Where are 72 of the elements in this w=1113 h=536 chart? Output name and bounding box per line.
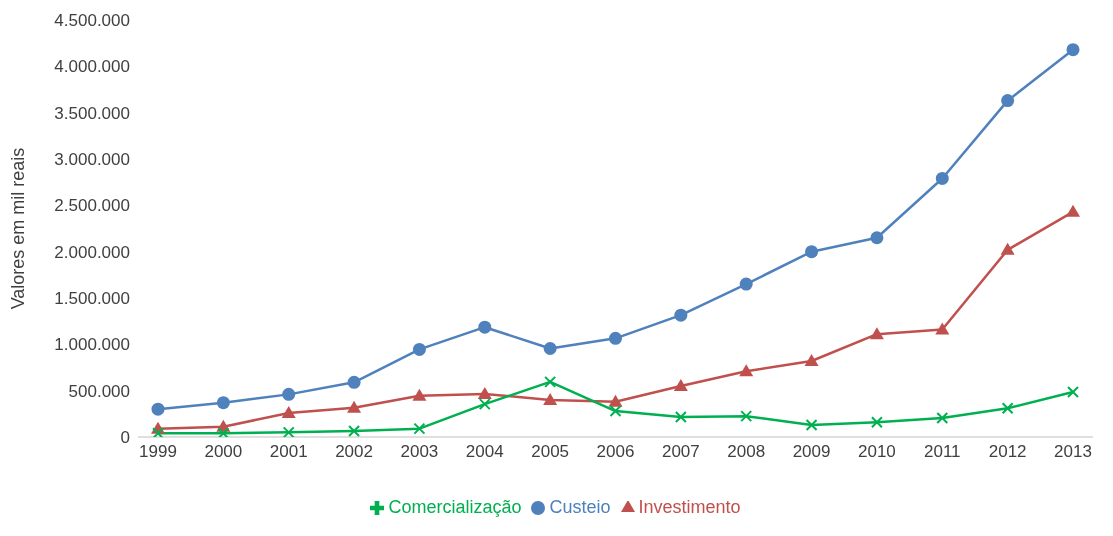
point	[936, 412, 949, 424]
x-tick-label: 2011	[924, 442, 961, 462]
point	[412, 388, 427, 401]
x-tick-label: 2003	[400, 442, 439, 462]
y-tick-label: 2.000.000	[54, 242, 130, 262]
x-tick-label: 2002	[335, 442, 373, 462]
x-tick-label: 2008	[727, 442, 766, 462]
point	[935, 322, 950, 335]
point	[543, 392, 558, 405]
point	[740, 410, 753, 423]
point	[543, 342, 557, 355]
point	[1000, 242, 1015, 255]
x-tick-label: 2000	[204, 442, 243, 462]
point	[347, 375, 361, 389]
y-tick-label: 3.500.000	[54, 103, 130, 123]
point	[870, 416, 883, 429]
point	[870, 231, 884, 245]
point	[348, 424, 361, 437]
point	[281, 405, 296, 418]
point	[1066, 204, 1080, 217]
x-tick-label: 2012	[988, 442, 1027, 462]
point	[805, 245, 819, 259]
y-tick-label: 500.000	[68, 381, 130, 401]
point	[805, 418, 818, 431]
point	[478, 398, 491, 411]
point	[282, 387, 296, 401]
point	[282, 426, 295, 437]
point	[152, 427, 164, 437]
x-tick-label: 2010	[858, 442, 896, 462]
point	[674, 308, 688, 322]
point	[151, 402, 165, 416]
x-tick-label: 2001	[269, 442, 308, 462]
point	[412, 342, 426, 356]
y-tick-label: 1.500.000	[54, 289, 130, 309]
x-tick-label: 2009	[792, 442, 831, 462]
point	[739, 277, 753, 291]
point	[413, 422, 426, 435]
point	[217, 427, 230, 437]
point	[869, 327, 884, 340]
point	[1066, 43, 1080, 57]
point	[1067, 386, 1079, 399]
point	[609, 405, 622, 418]
x-tick-label: 1999	[139, 442, 177, 462]
y-tick-label: 1.000.000	[54, 335, 130, 355]
y-axis-title: Valores em mil reais	[8, 147, 29, 310]
y-tick-label: 0	[120, 428, 130, 448]
legend-label: Comercialização	[388, 497, 522, 517]
point	[216, 396, 230, 410]
point	[347, 400, 362, 413]
point	[674, 411, 687, 424]
point	[1001, 402, 1014, 415]
legend-label: Investimento	[638, 497, 741, 517]
point	[544, 375, 557, 388]
y-tick-label: 2.500.000	[54, 196, 130, 216]
point	[478, 320, 492, 334]
x-tick-label: 2013	[1054, 442, 1092, 462]
y-tick-label: 4.500.000	[54, 11, 130, 31]
legend-label: Custeio	[549, 497, 611, 517]
point	[1001, 94, 1015, 108]
point	[608, 394, 623, 407]
point	[609, 331, 622, 345]
y-tick-label: 4.000.000	[54, 57, 130, 77]
y-tick-label: 3.000.000	[54, 150, 130, 170]
x-tick-label: 2004	[465, 442, 504, 462]
point	[673, 379, 688, 392]
point	[477, 386, 492, 399]
x-tick-label: 2005	[531, 442, 570, 462]
point	[804, 354, 819, 367]
point	[739, 364, 754, 377]
point	[935, 171, 949, 185]
x-tick-label: 2006	[596, 442, 635, 462]
x-tick-label: 2007	[661, 442, 700, 462]
